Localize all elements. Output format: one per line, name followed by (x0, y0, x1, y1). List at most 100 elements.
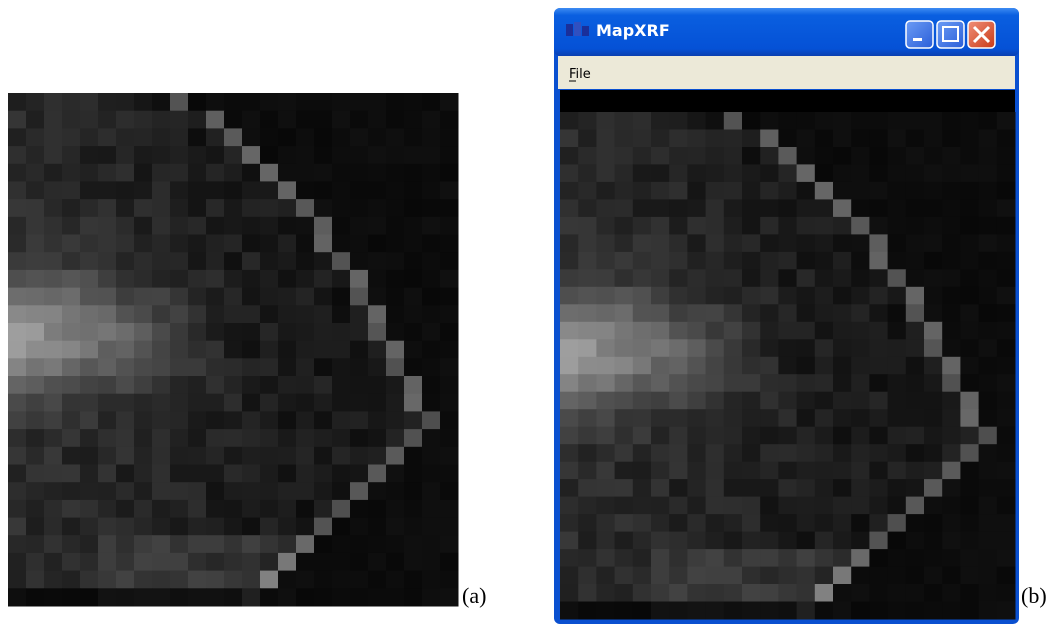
map-pixel (560, 216, 579, 235)
map-pixel (260, 252, 279, 271)
map-pixel (978, 496, 998, 515)
map-pixel (62, 482, 81, 501)
map-pixel (960, 251, 980, 270)
map-pixel (796, 269, 816, 288)
map-pixel (687, 251, 707, 270)
panel-label: (a) (462, 583, 486, 608)
map-pixel (742, 479, 761, 498)
map-pixel (98, 323, 117, 342)
map-pixel (669, 234, 688, 253)
map-pixel (224, 216, 243, 235)
map-pixel (578, 321, 597, 340)
map-pixel (851, 356, 870, 375)
map-pixel (560, 321, 579, 340)
map-pixel (278, 252, 297, 271)
map-pixel (833, 234, 852, 253)
map-pixel (422, 411, 441, 430)
map-pixel (422, 517, 441, 536)
menu-item[interactable]: File (569, 67, 591, 82)
map-pixel (422, 393, 441, 412)
map-pixel (386, 552, 405, 572)
map-pixel (80, 464, 99, 483)
map-pixel (814, 112, 834, 130)
map-pixel (62, 552, 81, 572)
map-pixel (206, 163, 225, 182)
map-pixel (170, 393, 189, 412)
map-pixel (242, 252, 261, 271)
map-pixel (578, 531, 597, 550)
map-pixel (188, 376, 207, 395)
map-pixel (44, 110, 63, 129)
window-title: MapXRF (596, 21, 670, 40)
map-pixel (224, 446, 243, 465)
map-pixel (778, 164, 798, 183)
map-pixel (26, 305, 45, 324)
map-pixel (723, 216, 743, 235)
map-pixel (778, 286, 798, 305)
map-pixel (778, 356, 798, 375)
map-pixel (260, 464, 279, 483)
map-pixel (924, 112, 943, 130)
map-pixel (440, 429, 459, 448)
map-pixel (188, 535, 207, 554)
map-pixel (404, 552, 423, 572)
map-pixel (632, 251, 652, 270)
map-pixel (814, 496, 834, 515)
map-pixel (578, 566, 597, 585)
map-pixel (44, 269, 63, 289)
map-pixel (296, 429, 315, 448)
map-pixel (833, 479, 852, 498)
map-pixel (778, 147, 798, 165)
map-pixel (188, 269, 207, 289)
map-pixel (242, 446, 261, 465)
map-pixel (778, 426, 798, 445)
map-pixel (814, 409, 834, 428)
map-pixel (296, 464, 315, 483)
map-pixel (632, 584, 652, 602)
map-pixel (796, 234, 816, 253)
map-pixel (314, 287, 333, 306)
map-pixel (560, 531, 579, 550)
map-pixel (596, 286, 616, 305)
map-pixel (905, 356, 925, 375)
map-pixel (260, 128, 279, 147)
map-pixel (332, 199, 351, 218)
map-pixel (632, 444, 652, 463)
map-pixel (578, 496, 597, 515)
map-pixel (242, 411, 261, 430)
map-pixel (152, 181, 171, 200)
map-pixel (924, 269, 943, 288)
map-pixel (224, 429, 243, 448)
map-pixel (8, 269, 27, 289)
map-pixel (206, 588, 225, 607)
map-pixel (596, 321, 616, 340)
maximize-button[interactable] (936, 20, 965, 49)
map-pixel (596, 216, 616, 235)
map-pixel (614, 321, 634, 340)
map-pixel (578, 339, 597, 358)
map-pixel (651, 286, 670, 305)
map-pixel (386, 93, 405, 112)
map-pixel (116, 269, 135, 289)
map-pixel (224, 287, 243, 306)
map-pixel (705, 269, 725, 288)
map-pixel (742, 356, 761, 375)
map-pixel (332, 570, 351, 589)
map-pixel (851, 251, 870, 270)
map-pixel (560, 269, 579, 288)
map-pixel (44, 181, 63, 200)
map-pixel (796, 304, 816, 323)
map-pixel (386, 269, 405, 289)
map-pixel (687, 549, 707, 568)
map-pixel (778, 181, 798, 200)
map-pixel (386, 234, 405, 253)
map-pixel (422, 323, 441, 342)
map-pixel (134, 93, 153, 112)
map-pixel (314, 110, 333, 129)
map-pixel (368, 535, 387, 554)
map-pixel (80, 429, 99, 448)
map-pixel (687, 129, 707, 148)
minimize-button[interactable] (905, 20, 934, 49)
map-pixel (705, 164, 725, 183)
map-pixel (578, 251, 597, 270)
